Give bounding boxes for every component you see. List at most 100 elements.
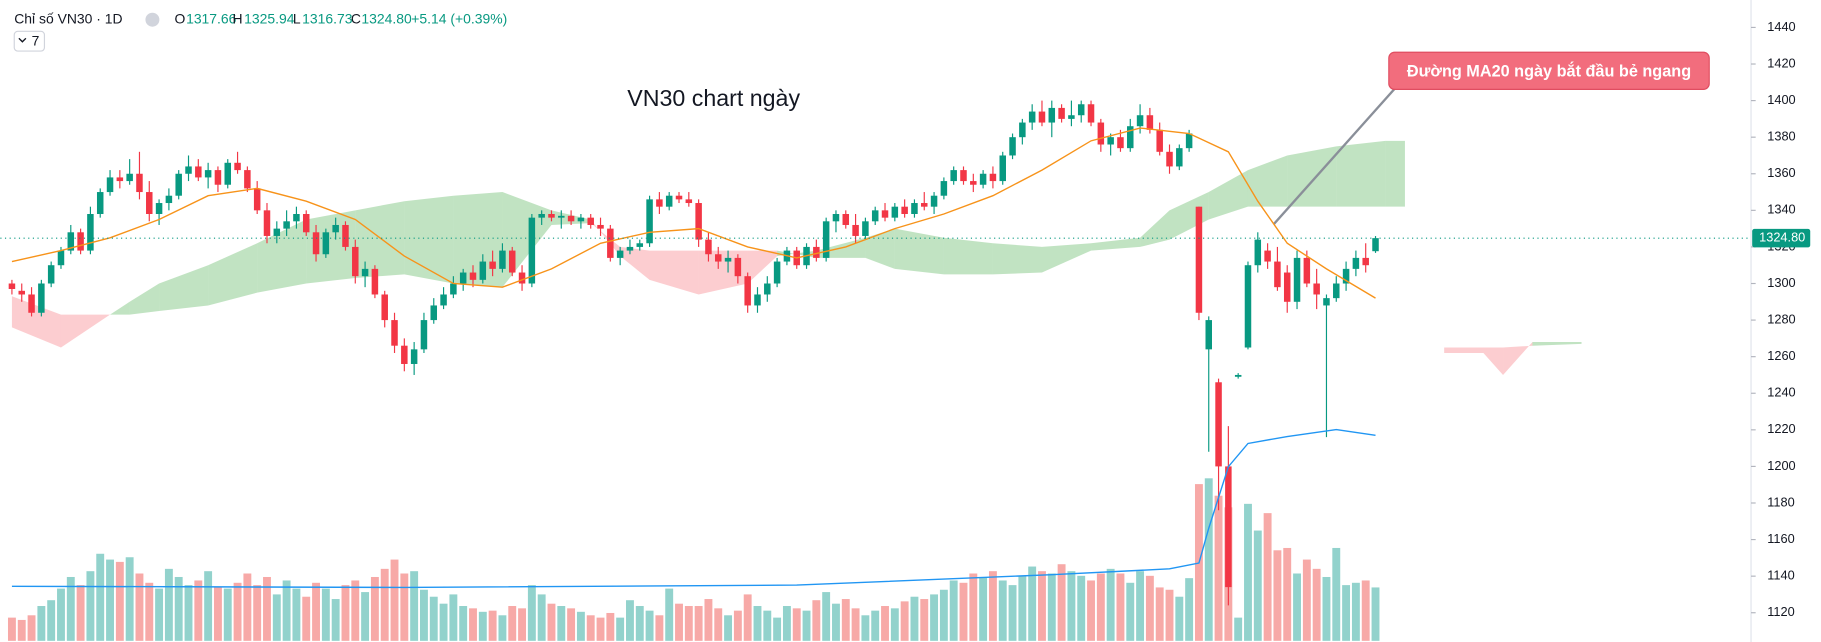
volume-bar xyxy=(1371,587,1380,641)
candle-body xyxy=(57,250,65,266)
y-tick-label: 1140 xyxy=(1767,568,1794,583)
candle-body xyxy=(185,166,192,174)
low-label: L xyxy=(293,10,301,26)
volume-bar xyxy=(1136,571,1145,641)
ichimoku-cloud xyxy=(11,140,1582,375)
cloud-segment xyxy=(1483,347,1504,375)
candle-body xyxy=(1156,129,1163,152)
volume-bar xyxy=(1116,573,1125,641)
volume-bar xyxy=(312,582,320,641)
volume-bar xyxy=(194,580,203,641)
volume-bar xyxy=(547,603,556,641)
volume-bar xyxy=(979,576,988,641)
volume-bar xyxy=(7,617,16,641)
cloud-segment xyxy=(1091,237,1141,251)
volume-bar xyxy=(753,606,762,641)
chart-title: VN30 chart ngày xyxy=(627,85,800,111)
candle-body xyxy=(371,268,379,295)
volume-bar xyxy=(1018,575,1027,641)
volume-bar xyxy=(1087,580,1095,641)
volume-bar xyxy=(282,580,291,641)
volume-bar xyxy=(890,608,899,641)
volume-bar xyxy=(498,615,507,641)
candle-body xyxy=(921,203,928,207)
candle-body xyxy=(911,203,918,214)
candle-body xyxy=(940,181,948,196)
candle-body xyxy=(979,173,987,185)
chevron-icon xyxy=(18,37,27,43)
volume-bar xyxy=(17,619,26,641)
volume-bar xyxy=(1302,559,1311,641)
candle-body xyxy=(1293,257,1301,302)
volume-bar xyxy=(792,608,801,641)
y-tick-label: 1380 xyxy=(1767,129,1795,144)
candle-body xyxy=(970,181,977,185)
candle-body xyxy=(283,221,290,229)
volume-bar xyxy=(704,599,713,641)
volume-bar xyxy=(969,573,978,641)
candle-body xyxy=(607,228,614,258)
indicators-toggle[interactable] xyxy=(13,30,46,52)
volume-bar xyxy=(164,568,173,641)
volume-bar xyxy=(743,594,752,641)
candle-body xyxy=(1146,115,1154,130)
candle-body xyxy=(724,257,732,262)
volume-bar xyxy=(832,603,840,641)
volume-bar xyxy=(616,617,625,641)
cloud-segment xyxy=(649,250,699,295)
candle-body xyxy=(253,188,261,211)
candle-body xyxy=(479,261,487,280)
y-tick-label: 1300 xyxy=(1767,275,1795,290)
volume-bar xyxy=(1047,573,1056,641)
volume-bar xyxy=(1312,568,1321,641)
y-tick-label: 1440 xyxy=(1767,19,1795,34)
volume-bar xyxy=(861,615,870,641)
volume-bar xyxy=(527,585,536,641)
candle-body xyxy=(1166,151,1173,167)
candle-body xyxy=(352,246,359,277)
candle-body xyxy=(842,214,850,225)
cloud-segment xyxy=(1169,192,1209,240)
volume-bar xyxy=(429,596,438,641)
volume-bar xyxy=(204,571,213,641)
candle-body xyxy=(96,192,104,215)
candle-body xyxy=(822,221,830,258)
candle-body xyxy=(165,195,173,204)
volume-bar xyxy=(1096,573,1105,641)
volume-bar xyxy=(1008,585,1017,641)
volume-bar xyxy=(302,596,311,641)
volume-bar xyxy=(812,600,821,641)
volume-bar xyxy=(606,612,615,641)
volume-bar xyxy=(184,585,193,641)
candle-body xyxy=(1225,466,1232,588)
candle-body xyxy=(1009,137,1016,156)
y-tick-label: 1180 xyxy=(1767,494,1794,509)
y-tick-label: 1340 xyxy=(1767,202,1795,217)
candle-body xyxy=(646,199,653,244)
candle-body xyxy=(116,177,124,182)
candle-body xyxy=(28,294,35,313)
volume-bar xyxy=(1126,582,1135,641)
cloud-segment xyxy=(208,243,258,306)
candle-body xyxy=(1274,261,1281,288)
volume-bar xyxy=(1028,566,1037,641)
candle-body xyxy=(401,345,408,364)
candle-body xyxy=(1215,382,1222,467)
volume-bar xyxy=(400,573,409,641)
volume-bar xyxy=(145,582,154,641)
candle-body xyxy=(469,272,477,280)
candle-body xyxy=(18,290,25,295)
volume-bar xyxy=(949,580,958,641)
volume-bar xyxy=(1165,589,1174,641)
candle-body xyxy=(901,206,908,215)
low-value: 1316.73 xyxy=(302,10,353,26)
volume-bar xyxy=(263,576,271,641)
candle-body xyxy=(273,228,281,236)
volume-bar xyxy=(243,573,252,641)
y-tick-label: 1420 xyxy=(1767,55,1795,70)
volume-bar xyxy=(1185,578,1194,641)
volume-bar xyxy=(557,606,566,641)
candle-body xyxy=(1048,107,1056,123)
candle-body xyxy=(126,173,133,182)
candle-body xyxy=(1185,133,1193,149)
